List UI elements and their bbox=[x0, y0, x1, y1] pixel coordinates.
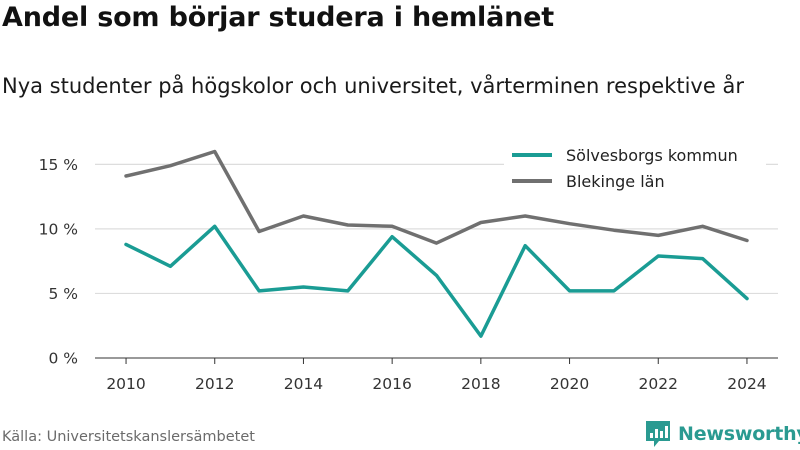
x-tick-label: 2014 bbox=[284, 375, 323, 393]
legend: Sölvesborgs kommun Blekinge län bbox=[504, 142, 766, 193]
series-line-2 bbox=[124, 149, 749, 245]
data-series bbox=[124, 149, 749, 338]
x-tick-label: 2024 bbox=[727, 375, 766, 393]
x-tick-label: 2018 bbox=[461, 375, 500, 393]
x-tick-label: 2022 bbox=[639, 375, 678, 393]
axes: 0 % 5 % 10 % 15 % 2010 2012 2014 2016 2018 2020 20… bbox=[39, 156, 767, 393]
x-tick-label: 2012 bbox=[195, 375, 234, 393]
source-note: Källa: Universitetskanslersämbetet bbox=[2, 429, 255, 445]
grid-lines bbox=[95, 163, 778, 359]
legend-label: Blekinge län bbox=[566, 172, 665, 191]
x-tick-label: 2020 bbox=[550, 375, 589, 393]
y-tick-label: 10 % bbox=[39, 220, 78, 238]
y-tick-label: 15 % bbox=[39, 156, 78, 174]
brand-logo: Newsworthy bbox=[645, 420, 800, 448]
series-line-1 bbox=[124, 224, 749, 338]
y-tick-label: 0 % bbox=[48, 350, 78, 368]
newsworthy-logo-icon bbox=[646, 421, 670, 447]
x-tick-label: 2010 bbox=[106, 375, 145, 393]
y-tick-label: 5 % bbox=[48, 285, 78, 303]
x-tick-label: 2016 bbox=[372, 375, 411, 393]
legend-label: Sölvesborgs kommun bbox=[566, 146, 738, 165]
brand-name: Newsworthy bbox=[678, 423, 800, 445]
chart-subtitle: Nya studenter på högskolor och universit… bbox=[2, 74, 744, 98]
chart-title: Andel som börjar studera i hemlänet bbox=[2, 2, 554, 33]
line-chart: 0 % 5 % 10 % 15 % 2010 2012 2014 2016 2018 2020 20… bbox=[38, 142, 778, 393]
